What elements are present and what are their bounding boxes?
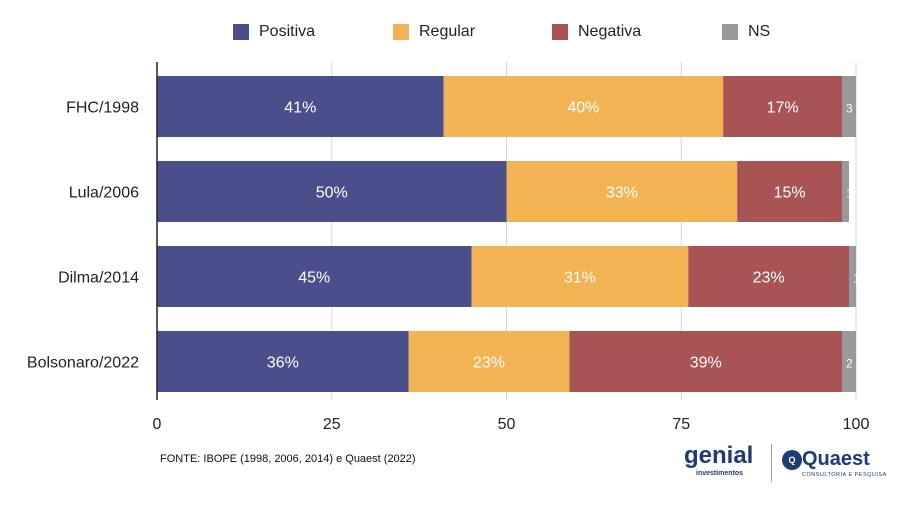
x-tick-label: 0 <box>153 416 162 433</box>
bar-label: 50% <box>316 185 348 202</box>
genial-logo: genial investimentos <box>684 442 758 484</box>
logos: genial investimentos Q Quaest CONSULTORI… <box>680 442 886 484</box>
quaest-logo-mark: Q <box>782 450 802 470</box>
legend-item-ns: NS <box>722 20 770 44</box>
bar-segment <box>408 331 570 392</box>
legend-label-ns: NS <box>748 23 771 40</box>
x-tick-label: 100 <box>843 416 870 433</box>
bar-label: 1 <box>846 187 853 201</box>
bar-label: 2 <box>846 357 853 371</box>
bar-segment <box>157 331 409 392</box>
bar-label: 41% <box>284 100 316 117</box>
bar-segment <box>737 161 843 222</box>
legend-label-positiva: Positiva <box>259 23 316 40</box>
bar-label: 33% <box>606 185 638 202</box>
legend-label-negativa: Negativa <box>578 23 642 40</box>
bar-segment <box>842 331 856 392</box>
bar-segment <box>157 246 472 307</box>
bar-segment <box>443 76 724 137</box>
bar-label: 36% <box>267 355 299 372</box>
category-label: Bolsonaro/2022 <box>27 355 139 372</box>
bar-label: 15% <box>774 185 806 202</box>
bar-label: 40% <box>567 100 599 117</box>
legend-item-regular: Regular <box>393 20 475 44</box>
bar-label: 31% <box>564 270 596 287</box>
bar-label: 45% <box>298 270 330 287</box>
legend-swatch-regular <box>393 24 409 40</box>
bar-segment <box>157 76 444 137</box>
category-label: FHC/1998 <box>66 100 139 117</box>
bar-segment <box>506 161 738 222</box>
bar-segment <box>849 246 856 307</box>
bar-segment <box>157 161 507 222</box>
legend: Positiva Regular Negativa NS <box>0 20 900 44</box>
quaest-logo-word: Quaest <box>802 448 870 470</box>
bar-label: 1 <box>853 272 860 286</box>
legend-item-negativa: Negativa <box>552 20 641 44</box>
bar-segment <box>569 331 843 392</box>
legend-swatch-ns <box>722 24 738 40</box>
bar-segment <box>842 161 850 222</box>
legend-item-positiva: Positiva <box>233 20 315 44</box>
bar-label: 23% <box>753 270 785 287</box>
source-note: FONTE: IBOPE (1998, 2006, 2014) e Quaest… <box>160 453 416 465</box>
quaest-logo-subtitle: CONSULTORIA E PESQUISA <box>802 472 887 478</box>
quaest-logo: Q Quaest CONSULTORIA E PESQUISA <box>782 446 886 482</box>
bar-label: 39% <box>690 355 722 372</box>
legend-swatch-negativa <box>552 24 568 40</box>
bar-segment <box>842 76 856 137</box>
genial-logo-subtitle: investimentos <box>696 470 744 477</box>
logo-divider <box>771 444 772 482</box>
bar-segment <box>471 246 689 307</box>
x-tick-label: 75 <box>672 416 690 433</box>
bar-segment <box>688 246 850 307</box>
x-tick-label: 50 <box>498 416 516 433</box>
x-tick-label: 25 <box>323 416 341 433</box>
category-label: Dilma/2014 <box>58 270 139 287</box>
bar-segment <box>723 76 843 137</box>
legend-swatch-positiva <box>233 24 249 40</box>
genial-logo-word: genial <box>684 442 754 469</box>
bar-label: 3 <box>846 102 853 116</box>
legend-label-regular: Regular <box>419 23 476 40</box>
bar-label: 23% <box>473 355 505 372</box>
category-label: Lula/2006 <box>69 185 139 202</box>
bar-label: 17% <box>767 100 799 117</box>
